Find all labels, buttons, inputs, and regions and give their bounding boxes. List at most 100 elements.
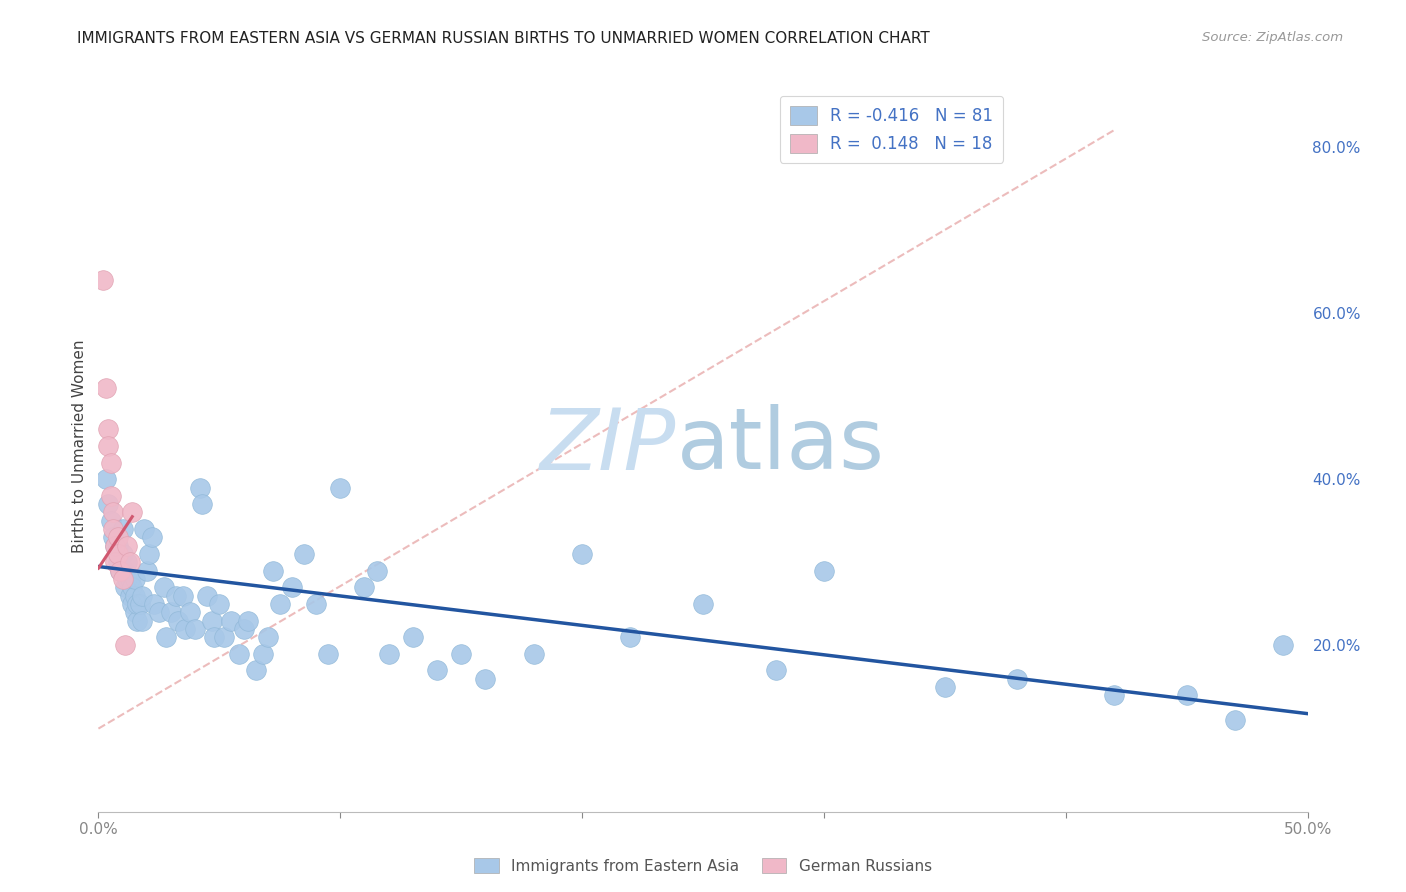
Point bbox=[97, 497, 120, 511]
Point bbox=[124, 572, 146, 586]
Point bbox=[108, 564, 131, 578]
Point bbox=[107, 547, 129, 561]
Point bbox=[402, 630, 425, 644]
Point bbox=[101, 506, 124, 520]
Text: ZIP: ZIP bbox=[540, 404, 676, 488]
Point bbox=[934, 680, 956, 694]
Text: Source: ZipAtlas.com: Source: ZipAtlas.com bbox=[1202, 31, 1343, 45]
Point bbox=[114, 639, 136, 653]
Point bbox=[94, 472, 117, 486]
Point bbox=[131, 589, 153, 603]
Point bbox=[256, 630, 278, 644]
Point bbox=[305, 597, 328, 611]
Legend: R = -0.416   N = 81, R =  0.148   N = 18: R = -0.416 N = 81, R = 0.148 N = 18 bbox=[780, 96, 1002, 162]
Point bbox=[1007, 672, 1029, 686]
Point bbox=[269, 597, 291, 611]
Point bbox=[1175, 689, 1198, 703]
Point bbox=[571, 547, 593, 561]
Point bbox=[450, 647, 472, 661]
Point bbox=[201, 614, 224, 628]
Point bbox=[474, 672, 496, 686]
Point bbox=[111, 547, 134, 561]
Point bbox=[232, 622, 254, 636]
Point bbox=[184, 622, 207, 636]
Point bbox=[195, 589, 218, 603]
Point bbox=[97, 439, 120, 453]
Point bbox=[121, 506, 143, 520]
Point bbox=[117, 539, 139, 553]
Point bbox=[94, 381, 117, 395]
Point bbox=[100, 514, 122, 528]
Text: atlas: atlas bbox=[676, 404, 884, 488]
Point bbox=[138, 547, 160, 561]
Point bbox=[121, 580, 143, 594]
Point bbox=[765, 664, 787, 678]
Point bbox=[1102, 689, 1125, 703]
Point bbox=[100, 489, 122, 503]
Point bbox=[107, 555, 129, 569]
Point bbox=[118, 572, 141, 586]
Point bbox=[104, 539, 127, 553]
Point bbox=[91, 273, 114, 287]
Point bbox=[107, 539, 129, 553]
Point bbox=[118, 555, 141, 569]
Point bbox=[152, 580, 174, 594]
Point bbox=[619, 630, 641, 644]
Point bbox=[160, 605, 183, 619]
Point bbox=[813, 564, 835, 578]
Point bbox=[692, 597, 714, 611]
Point bbox=[426, 664, 449, 678]
Point bbox=[124, 605, 146, 619]
Point bbox=[143, 597, 166, 611]
Point bbox=[101, 522, 124, 536]
Point bbox=[172, 589, 194, 603]
Point bbox=[117, 572, 139, 586]
Point bbox=[353, 580, 375, 594]
Point bbox=[292, 547, 315, 561]
Point bbox=[167, 614, 190, 628]
Point bbox=[1272, 639, 1295, 653]
Point bbox=[107, 530, 129, 544]
Point bbox=[117, 555, 139, 569]
Point bbox=[111, 522, 134, 536]
Point bbox=[228, 647, 250, 661]
Point bbox=[204, 630, 226, 644]
Point bbox=[124, 589, 146, 603]
Point bbox=[174, 622, 197, 636]
Point bbox=[118, 589, 141, 603]
Point bbox=[165, 589, 187, 603]
Point bbox=[101, 530, 124, 544]
Point bbox=[366, 564, 388, 578]
Point bbox=[377, 647, 399, 661]
Point bbox=[329, 481, 352, 495]
Point bbox=[104, 539, 127, 553]
Point bbox=[135, 564, 157, 578]
Point bbox=[1223, 714, 1246, 728]
Point bbox=[114, 580, 136, 594]
Point bbox=[252, 647, 274, 661]
Point bbox=[238, 614, 260, 628]
Point bbox=[128, 597, 150, 611]
Point bbox=[262, 564, 284, 578]
Point bbox=[188, 481, 211, 495]
Point bbox=[121, 597, 143, 611]
Point bbox=[100, 456, 122, 470]
Point bbox=[179, 605, 201, 619]
Point bbox=[155, 630, 177, 644]
Point bbox=[141, 530, 163, 544]
Point bbox=[108, 564, 131, 578]
Point bbox=[208, 597, 231, 611]
Point bbox=[245, 664, 267, 678]
Point bbox=[134, 522, 156, 536]
Point bbox=[212, 630, 235, 644]
Point bbox=[281, 580, 304, 594]
Y-axis label: Births to Unmarried Women: Births to Unmarried Women bbox=[72, 339, 87, 553]
Point bbox=[148, 605, 170, 619]
Point bbox=[114, 564, 136, 578]
Point bbox=[523, 647, 546, 661]
Point bbox=[104, 555, 127, 569]
Point bbox=[316, 647, 339, 661]
Point bbox=[127, 597, 149, 611]
Legend: Immigrants from Eastern Asia, German Russians: Immigrants from Eastern Asia, German Rus… bbox=[468, 852, 938, 880]
Point bbox=[127, 614, 149, 628]
